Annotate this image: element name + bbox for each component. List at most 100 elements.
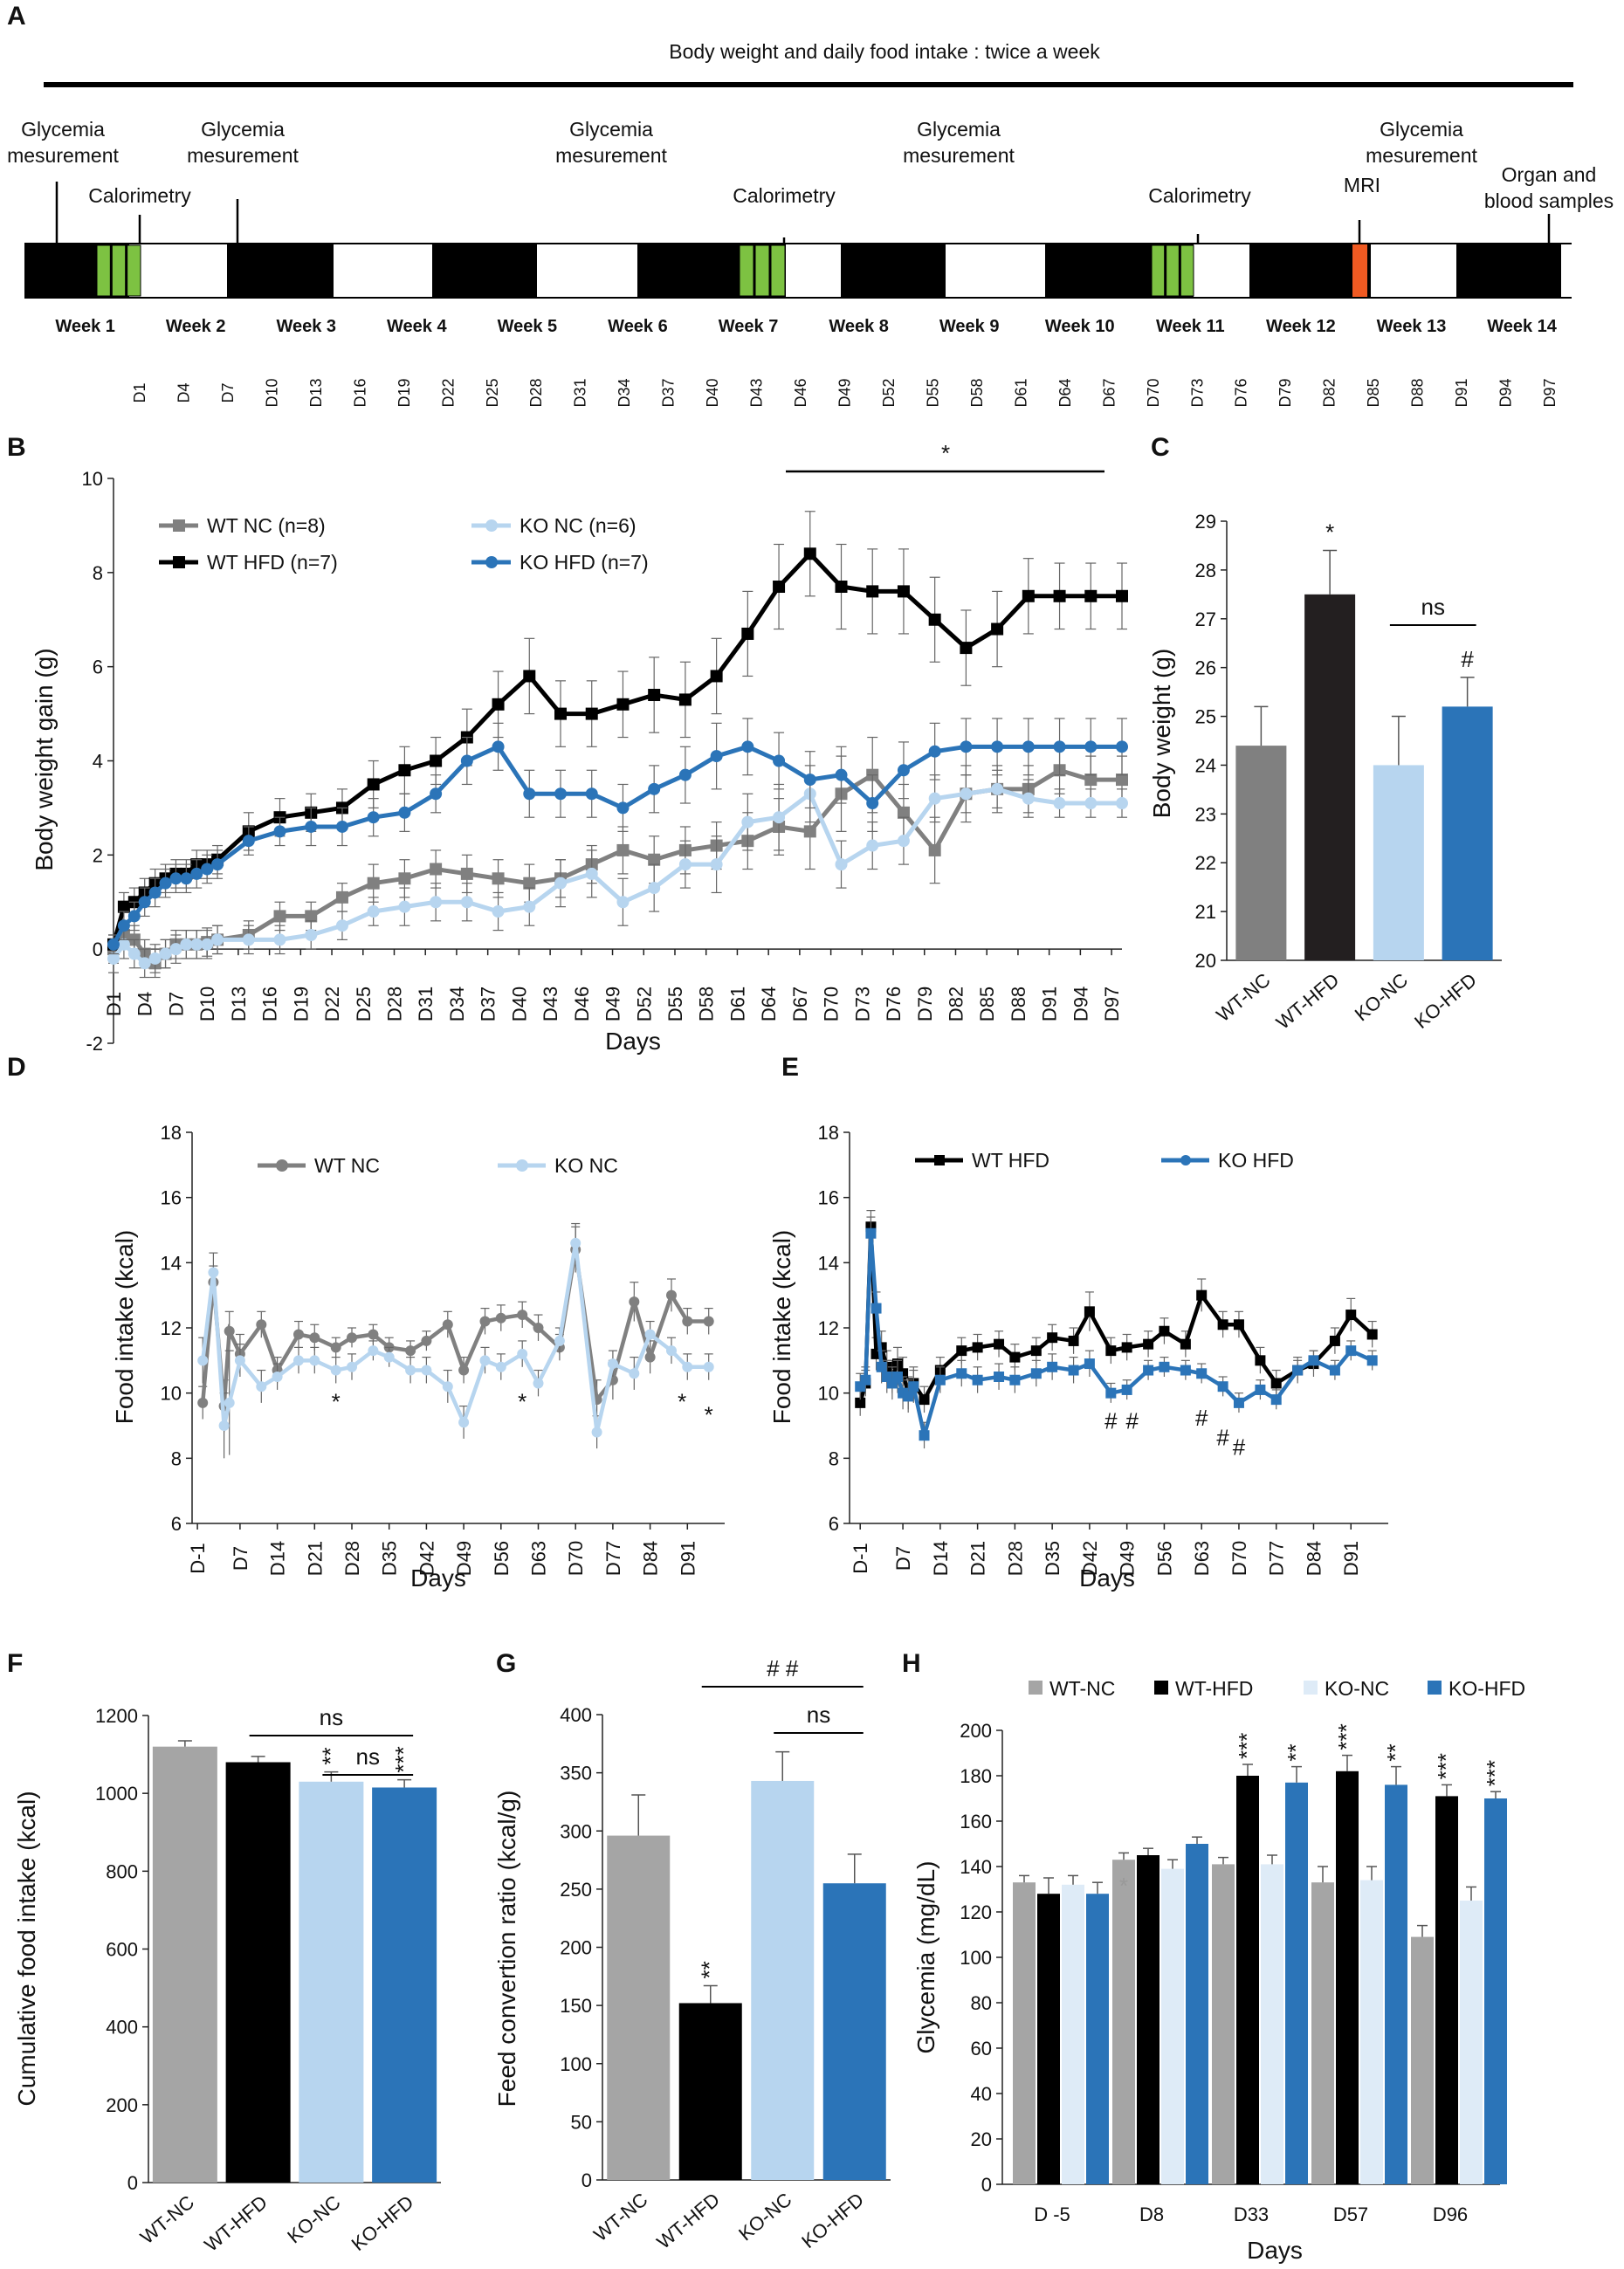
data-point [585,707,598,720]
data-point [607,1358,618,1370]
mri-annotation: MRI [1344,174,1380,196]
data-point [1030,1368,1042,1379]
series-1 [197,1222,714,1459]
y-tick-label: 350 [560,1763,592,1784]
data-point [1116,797,1128,810]
data-point [956,1345,967,1357]
y-tick-label: 23 [1195,803,1216,825]
data-point [148,952,162,965]
day-label: D43 [748,378,766,407]
x-tick-label: D19 [290,987,312,1021]
data-point [523,787,536,801]
data-point [678,693,692,706]
y-axis-title: Food intake (kcal) [111,1230,138,1425]
x-tick-label: D56 [491,1541,513,1576]
data-point [211,933,224,946]
legend-label: WT-HFD [1175,1677,1253,1700]
x-tick-label: D94 [1070,987,1091,1021]
data-point [367,778,380,791]
light-phase-block [537,244,637,297]
y-axis-title: Food intake (kcal) [768,1230,795,1425]
calorimetry-annotation: Calorimetry [88,184,191,207]
day-label: D58 [968,378,986,407]
y-tick-label: 20 [1195,950,1216,972]
data-point [1022,589,1035,602]
data-point [585,867,598,880]
day-label: D55 [924,378,941,407]
x-tick-label: D21 [967,1541,989,1576]
data-point [1022,792,1035,805]
data-point [1366,1329,1378,1340]
data-point [479,1316,491,1327]
data-point [616,843,630,856]
x-tick-label: D84 [1303,1541,1325,1576]
data-point [335,820,348,833]
data-point [629,1296,640,1308]
significance-marker: # [1126,1408,1139,1434]
data-point [330,1342,341,1353]
bar-wt-nc [607,1835,671,2180]
data-point [1068,1365,1079,1376]
data-point [1233,1397,1244,1408]
data-point [648,882,661,895]
day-label: D76 [1233,378,1250,407]
data-point [430,863,443,876]
y-tick-label: 12 [818,1317,839,1339]
panel-h-chart: H 0 20 40 60 80 100 120 140 160 180 200 D -5 D8 D33 D57… [902,1649,1525,2264]
day-label: D22 [439,378,457,407]
calorimetry-block [1180,244,1194,297]
panel-d-chart: D 6 8 10 12 14 16 18 D-1 D7 D14 D21 D28 D35 D42 D49 D56 D… [7,1053,725,1592]
x-tick-label: D35 [379,1541,401,1576]
data-point [242,933,255,946]
legend-swatch [1304,1681,1318,1695]
light-phase-block [129,244,227,297]
bar-ko-hfd [1285,1782,1308,2184]
timeline-title: Body weight and daily food intake : twic… [669,40,1100,63]
day-label: D19 [396,378,413,407]
data-point [1366,1355,1378,1366]
x-tick-label: D49 [1117,1541,1139,1576]
data-point [803,547,816,560]
y-tick-label: 26 [1195,657,1216,679]
bar-ko-nc [751,1780,815,2180]
x-tick-label: D14 [930,1541,952,1576]
legend-label: WT-NC [1049,1677,1115,1700]
x-tick-label: D70 [1228,1541,1250,1576]
data-point [159,947,172,960]
significance-marker: *** [390,1746,416,1772]
panel-label-h: H [902,1649,921,1678]
x-tick-label: D58 [696,987,718,1021]
y-tick-label: 10 [82,468,103,490]
data-point [169,872,182,885]
data-point [644,1351,656,1363]
day-label: D88 [1409,378,1427,407]
legend-marker [516,1159,528,1172]
data-point [190,867,203,880]
category-label: WT-HFD [200,2191,272,2256]
data-point [682,1316,693,1327]
light-phase-block [334,244,432,297]
y-tick-label: 6 [829,1513,839,1535]
data-point [180,938,193,951]
data-point [1292,1365,1304,1376]
x-tick-label: D73 [851,987,873,1021]
y-tick-label: 300 [560,1820,592,1842]
data-point [1053,797,1066,810]
data-point [648,689,661,702]
data-point [492,905,505,918]
significance-marker: *** [1433,1753,1459,1779]
y-tick-label: 21 [1195,901,1216,923]
day-label: D40 [704,378,721,407]
panel-label-f: F [7,1649,23,1678]
legend-marker [173,519,185,532]
x-tick-label: D31 [415,987,437,1021]
bar-wt-nc [1112,1860,1135,2184]
data-point [405,1345,416,1357]
legend-marker [485,519,498,532]
x-tick-label: D82 [945,987,967,1021]
data-point [908,1381,919,1392]
calorimetry-block [1166,244,1180,297]
data-point [479,1355,491,1366]
week-label: Week 3 [276,317,336,336]
x-tick-label: D1 [103,992,125,1016]
